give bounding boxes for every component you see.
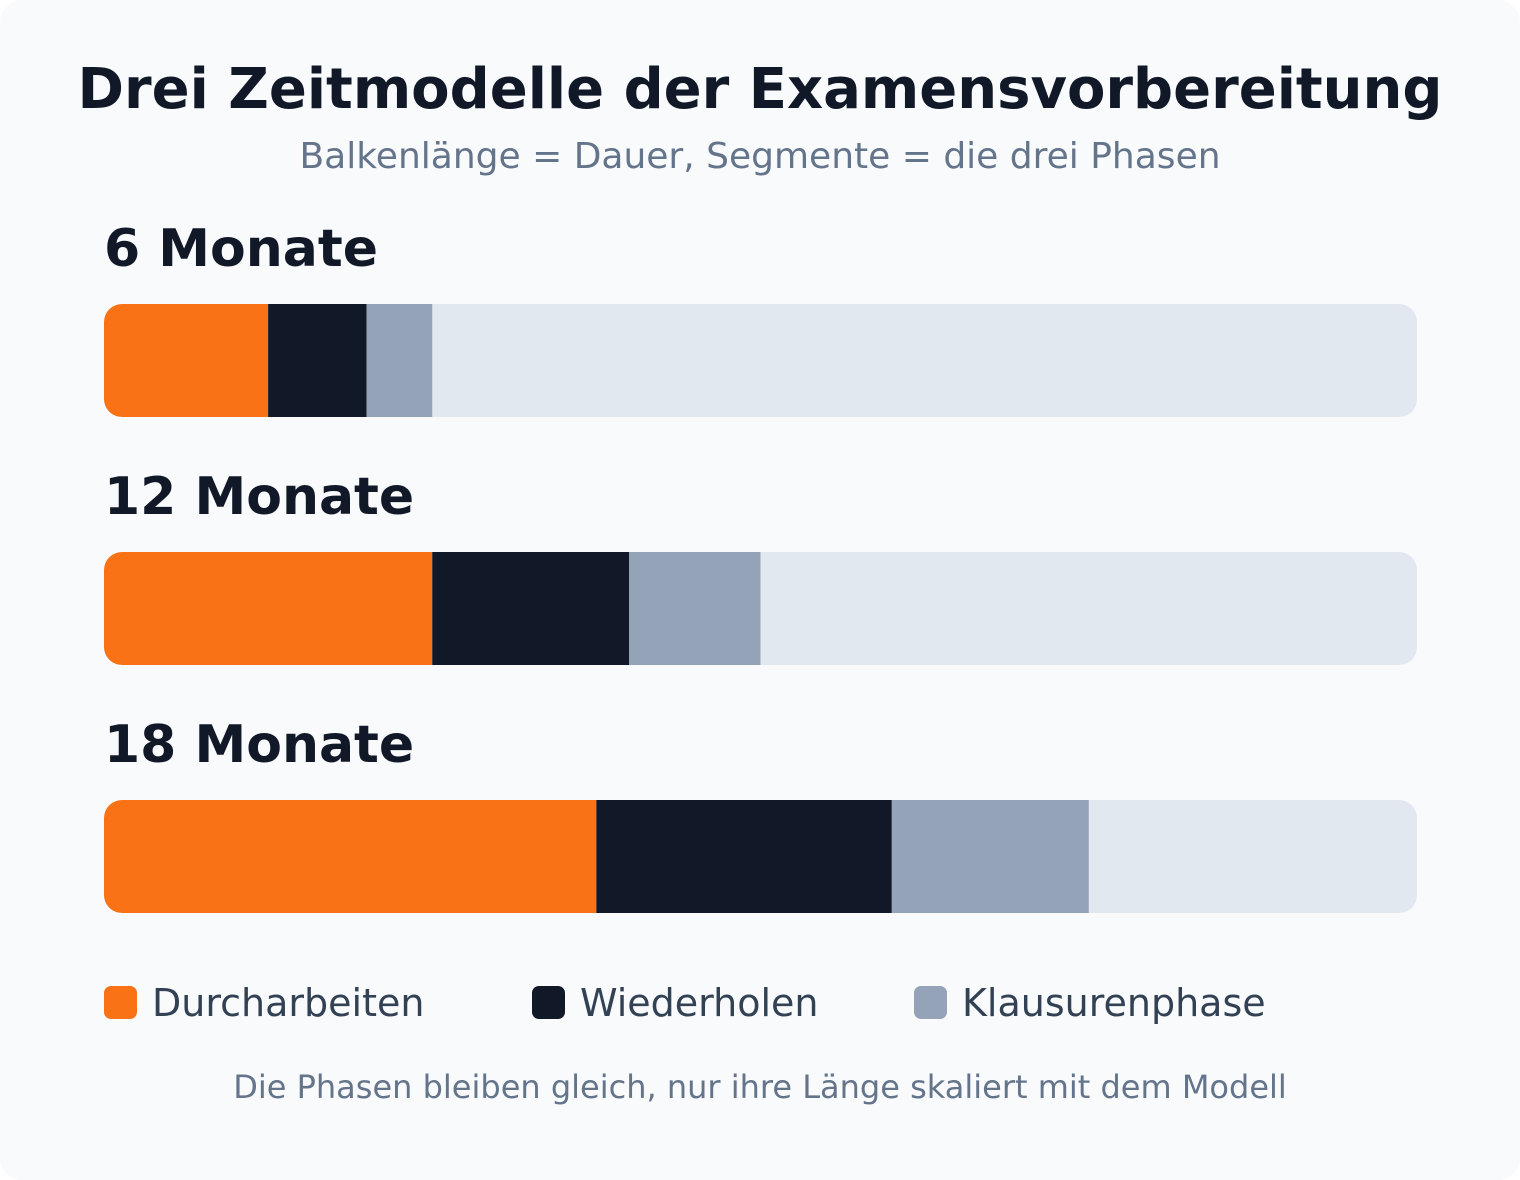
bar-segment-wiederholen bbox=[596, 800, 892, 913]
legend-label: Durcharbeiten bbox=[152, 981, 424, 1025]
bar-rows: 6 Monate 12 Monate 18 Monate bbox=[104, 219, 1417, 913]
bar-segment-durcharbeiten bbox=[104, 800, 597, 913]
chart-footnote: Die Phasen bleiben gleich, nur ihre Läng… bbox=[233, 1068, 1287, 1106]
bar-segments bbox=[104, 552, 761, 665]
bar-segment-klausurenphase bbox=[366, 304, 433, 417]
bar-row-12-monate: 12 Monate bbox=[104, 467, 1417, 665]
bar-segment-klausurenphase bbox=[891, 800, 1089, 913]
legend-label: Klausurenphase bbox=[962, 981, 1266, 1025]
chart-subtitle: Balkenlänge = Dauer, Segmente = die drei… bbox=[299, 136, 1220, 177]
bar-segment-wiederholen bbox=[268, 304, 367, 417]
legend: Durcharbeiten Wiederholen Klausurenphase bbox=[104, 981, 1266, 1025]
bar-row-6-monate: 6 Monate bbox=[104, 219, 1417, 417]
bar-segment-durcharbeiten bbox=[104, 552, 433, 665]
bar-segment-wiederholen bbox=[432, 552, 630, 665]
legend-swatch bbox=[914, 986, 947, 1019]
legend-item-klausurenphase: Klausurenphase bbox=[914, 981, 1266, 1025]
chart-title: Drei Zeitmodelle der Examensvorbereitung bbox=[78, 57, 1443, 122]
legend-label: Wiederholen bbox=[580, 981, 818, 1025]
row-label: 18 Monate bbox=[104, 715, 414, 775]
row-label: 12 Monate bbox=[104, 467, 414, 527]
legend-swatch bbox=[104, 986, 137, 1019]
bar-segments bbox=[104, 304, 433, 417]
legend-item-durcharbeiten: Durcharbeiten bbox=[104, 981, 424, 1025]
bar-segment-klausurenphase bbox=[629, 552, 761, 665]
bar-row-18-monate: 18 Monate bbox=[104, 715, 1417, 913]
bar-segments bbox=[104, 800, 1089, 913]
legend-item-wiederholen: Wiederholen bbox=[532, 981, 818, 1025]
row-label: 6 Monate bbox=[104, 219, 378, 279]
legend-swatch bbox=[532, 986, 565, 1019]
bar-segment-durcharbeiten bbox=[104, 304, 269, 417]
